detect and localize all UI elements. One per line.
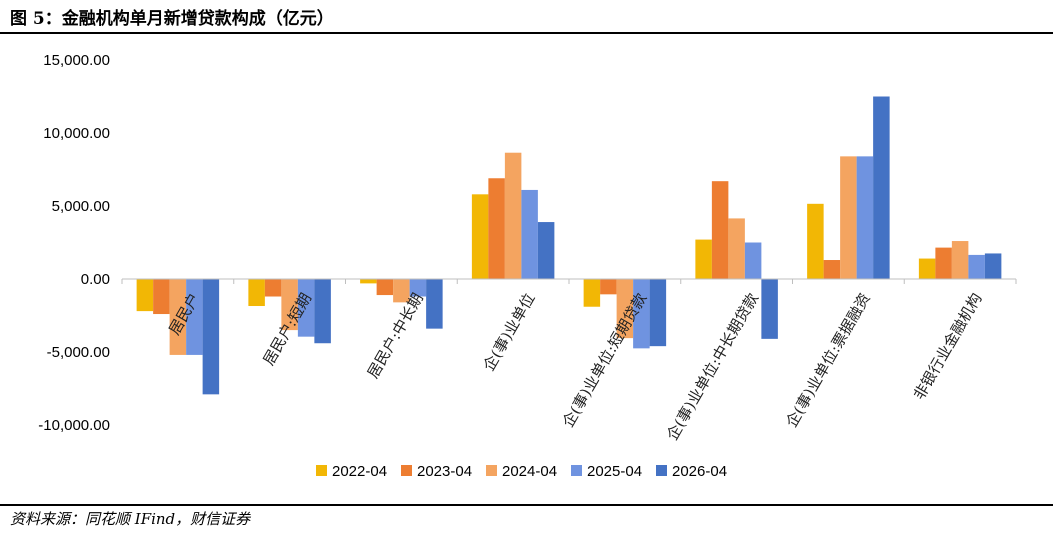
bar [393,279,410,303]
y-tick-label: 0.00 [81,271,110,288]
bar [488,178,505,279]
bar [409,279,427,297]
bar [600,279,617,295]
legend-swatch [656,465,667,476]
bar [153,279,170,315]
legend-swatch [486,465,497,476]
y-tick-label: 5,000.00 [52,198,110,215]
bar [360,279,377,284]
bar [807,203,824,279]
bar [711,181,729,279]
bar [169,279,187,355]
category-label: 企(事)业单位 [480,290,539,374]
bar [136,279,154,312]
bar [918,258,936,279]
source-note: 资料来源：同花顺 IFind，财信证券 [10,510,251,528]
bar [264,279,282,297]
y-tick-label: 15,000.00 [43,52,110,69]
top-rule [0,32,1053,34]
legend-swatch [401,465,412,476]
bar [583,279,601,307]
legend-label: 2026-04 [672,463,727,480]
bar [471,194,489,279]
category-label: 企(事)业单位:中长期贷款 [663,290,762,443]
figure-title: 图 5：金融机构单月新增贷款构成（亿元） [10,9,334,29]
bar [186,279,203,355]
y-tick-label: 10,000.00 [43,125,110,142]
category-label: 企(事)业单位:票据融资 [782,290,873,430]
bar [504,152,522,279]
bar [297,279,315,337]
bar [856,156,874,279]
bar [616,279,634,339]
bar [935,247,952,279]
bar [968,254,985,279]
bar [840,156,857,279]
bar [633,279,650,349]
bars [136,96,1002,395]
bar [376,279,394,296]
legend-label: 2025-04 [587,463,642,480]
bar [951,241,969,279]
category-label: 居民户:中长期 [364,290,427,381]
y-tick-label: -10,000.00 [38,417,110,434]
y-tick-label: -5,000.00 [47,344,110,361]
bar [823,260,841,279]
bar [695,239,712,279]
bar [248,279,265,307]
bar [202,279,220,395]
bar [314,279,331,344]
legend: 2022-04 2023-04 2024-04 2025-04 2026-04 [316,463,727,480]
bar [728,218,745,279]
legend-label: 2022-04 [332,463,387,480]
legend-swatch [571,465,582,476]
legend-label: 2024-04 [502,463,557,480]
bar [984,253,1002,279]
zero-axis [121,278,1017,284]
bar [281,279,298,331]
y-axis-ticks: 15,000.00 10,000.00 5,000.00 0.00 -5,000.00 -… [38,52,110,434]
legend-swatch [316,465,327,476]
bar [873,96,890,279]
bar [521,189,538,279]
bar [426,279,443,329]
bar [744,242,762,279]
category-labels: 居民户 居民户:短期 居民户:中长期 企(事)业单位 企(事)业单位:短期贷款 企(事)业… [165,290,985,443]
bar [537,222,555,279]
bottom-rule [0,504,1053,506]
category-label: 企(事)业单位:短期贷款 [559,290,650,430]
bar [761,279,778,339]
category-label: 非银行业金融机构 [910,290,986,403]
bar [649,279,667,347]
legend-label: 2023-04 [417,463,472,480]
